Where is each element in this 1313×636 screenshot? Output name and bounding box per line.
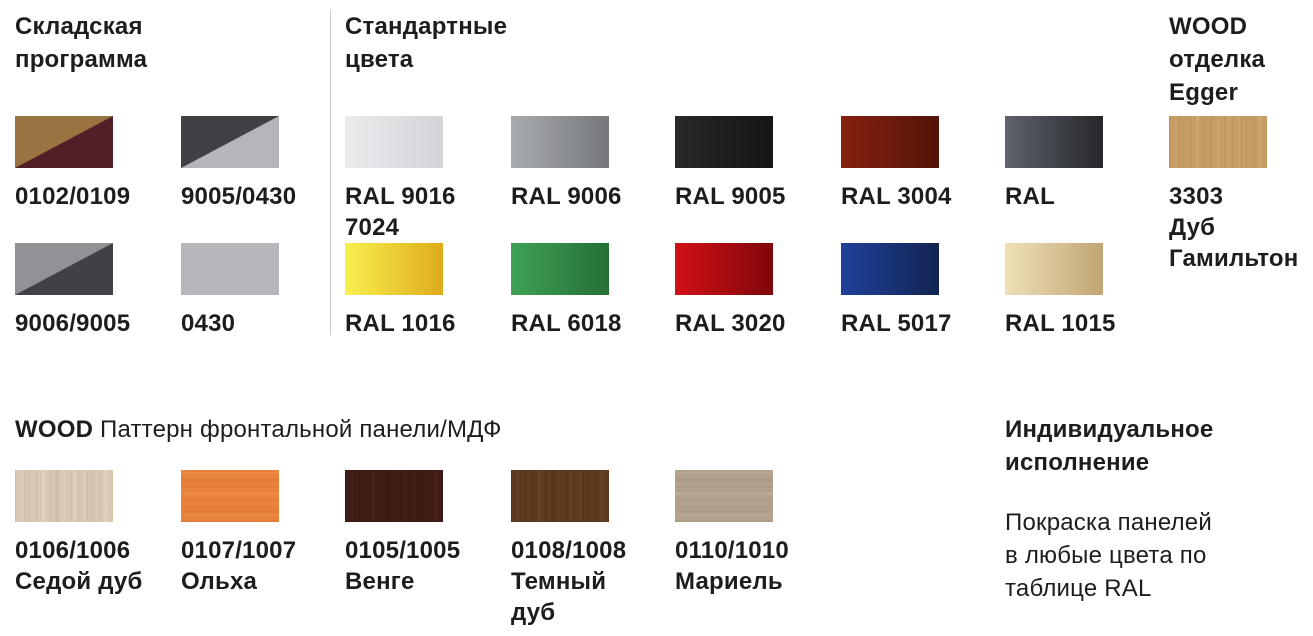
swatch-ral-3020 [675, 243, 773, 295]
swatch-ral-9006 [511, 116, 609, 168]
swatch-cell-0102-0109: 0102/0109 [15, 116, 175, 212]
custom-finish-title: Индивидуальное исполнение [1005, 416, 1214, 476]
wood-pattern-heading-rest: Паттерн фронтальной панели/МДФ [93, 416, 502, 443]
standard-colors-title: Стандартные цвета [345, 13, 508, 73]
swatch-label: 0105/1005 Венге [345, 537, 461, 595]
swatch-ral-3004 [841, 116, 939, 168]
swatch-0107-1007-wood [181, 470, 279, 522]
section-divider [330, 10, 331, 335]
swatch-cell-9005-0430: 9005/0430 [181, 116, 341, 212]
swatch-label: RAL [1005, 183, 1055, 210]
wood-pattern-heading: WOOD Паттерн фронтальной панели/МДФ [15, 413, 502, 446]
swatch-cell-ral-6018: RAL 6018 [511, 243, 671, 339]
swatch-0110-1010-wood [675, 470, 773, 522]
swatch-cell-0106-1006: 0106/1006 Седой дуб [15, 470, 175, 597]
swatch-label: RAL 1016 [345, 310, 456, 337]
swatch-label: RAL 6018 [511, 310, 622, 337]
swatch-label: 0106/1006 Седой дуб [15, 537, 143, 595]
swatch-label: RAL 5017 [841, 310, 952, 337]
swatch-cell-ral-5017: RAL 5017 [841, 243, 1001, 339]
swatch-cell-ral-3004: RAL 3004 [841, 116, 1001, 212]
swatch-cell-ral-9006: RAL 9006 [511, 116, 671, 212]
swatch-9005-0430 [181, 116, 279, 168]
swatch-ral-5017 [841, 243, 939, 295]
swatch-label: RAL 3020 [675, 310, 786, 337]
warehouse-program-title: Складская программа [15, 13, 148, 73]
swatch-cell-9006-9005: 9006/9005 [15, 243, 175, 339]
swatch-cell-ral-9016: RAL 9016 7024 [345, 116, 505, 243]
swatch-label: 9006/9005 [15, 310, 131, 337]
swatch-0430 [181, 243, 279, 295]
swatch-ral-9005 [675, 116, 773, 168]
swatch-label: 9005/0430 [181, 183, 297, 210]
swatch-cell-ral: RAL [1005, 116, 1165, 212]
swatch-cell-ral-1015: RAL 1015 [1005, 243, 1165, 339]
swatch-ral [1005, 116, 1103, 168]
swatch-label: 0102/0109 [15, 183, 131, 210]
swatch-cell-ral-3020: RAL 3020 [675, 243, 835, 339]
swatch-label: 0108/1008 Темный дуб [511, 537, 627, 626]
swatch-cell-ral-1016: RAL 1016 [345, 243, 505, 339]
swatch-label: RAL 3004 [841, 183, 952, 210]
swatch-cell-0105-1005: 0105/1005 Венге [345, 470, 505, 597]
swatch-cell-0107-1007: 0107/1007 Ольха [181, 470, 341, 597]
swatch-ral-1016 [345, 243, 443, 295]
swatch-cell-0430: 0430 [181, 243, 341, 339]
swatch-label: RAL 9006 [511, 183, 622, 210]
swatch-cell-0108-1008: 0108/1008 Темный дуб [511, 470, 671, 628]
custom-finish-description: Покраска панелей в любые цвета по таблиц… [1005, 509, 1212, 602]
swatch-label: RAL 9016 7024 [345, 183, 456, 241]
swatch-0106-1006-wood [15, 470, 113, 522]
swatch-label: RAL 9005 [675, 183, 786, 210]
swatch-cell-egger-3303: 3303 Дуб Гамильтон [1169, 116, 1313, 274]
swatch-9006-9005 [15, 243, 113, 295]
swatch-label: 3303 Дуб Гамильтон [1169, 183, 1299, 272]
swatch-0108-1008-wood [511, 470, 609, 522]
swatch-label: 0107/1007 Ольха [181, 537, 297, 595]
swatch-ral-6018 [511, 243, 609, 295]
swatch-label: 0430 [181, 310, 236, 337]
swatch-0102-0109 [15, 116, 113, 168]
swatch-label: 0110/1010 Мариель [675, 537, 789, 595]
swatch-ral-1015 [1005, 243, 1103, 295]
swatch-cell-ral-9005: RAL 9005 [675, 116, 835, 212]
wood-egger-title: WOOD отделка Egger [1169, 13, 1266, 106]
swatch-0105-1005-wood [345, 470, 443, 522]
swatch-egger-3303-wood [1169, 116, 1267, 168]
swatch-cell-0110-1010: 0110/1010 Мариель [675, 470, 835, 597]
wood-pattern-heading-bold: WOOD [15, 416, 94, 443]
swatch-label: RAL 1015 [1005, 310, 1116, 337]
swatch-ral-9016 [345, 116, 443, 168]
